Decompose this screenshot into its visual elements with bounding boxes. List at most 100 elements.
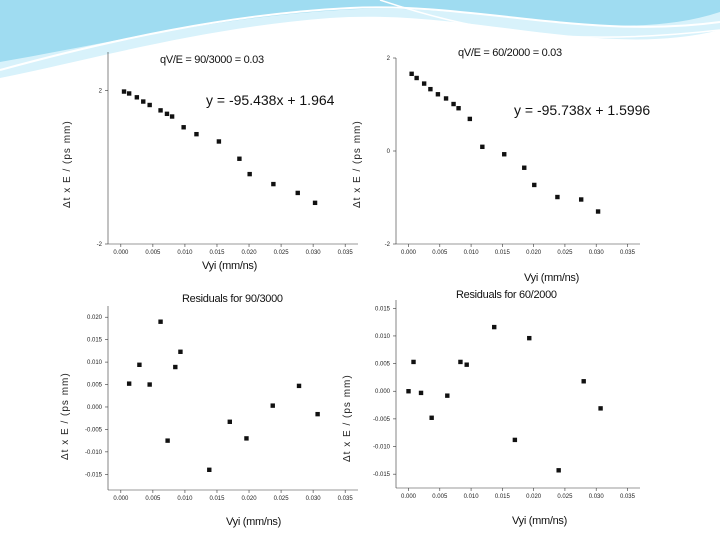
regression-equation: y = -95.738x + 1.5996 [514,102,651,118]
y-tick-label: 0.000 [87,405,103,411]
x-tick-label: 0.030 [589,250,605,256]
data-point [429,415,434,420]
data-point [522,165,527,170]
data-point [296,383,302,389]
data-point [451,101,456,107]
data-point [598,406,603,411]
y-tick-label: -0.005 [85,427,103,433]
x-tick-label: 0.000 [401,250,417,256]
x-tick-label: 0.010 [464,494,480,500]
x-tick-label: 0.030 [306,250,322,256]
chart-title: qV/E = 60/2000 = 0.03 [458,47,562,59]
x-tick-label: 0.025 [557,494,573,500]
x-tick-label: 0.035 [620,494,636,500]
x-axis-label: Vyi (mm/ns) [202,260,257,272]
x-axis-label: Vyi (mm/ns) [226,516,281,528]
data-point [458,359,463,365]
data-point [443,96,449,101]
x-tick-label: 0.020 [242,496,258,502]
data-point [556,468,561,473]
data-point [164,111,170,117]
x-tick-label: 0.010 [177,496,193,502]
data-point [147,102,152,108]
y-tick-label: -0.015 [373,472,391,478]
data-point [532,182,537,188]
x-tick-label: 0.035 [620,250,636,256]
data-point [555,194,560,200]
data-point [178,349,183,354]
data-point [578,197,584,202]
y-tick-label: -0.005 [373,417,391,423]
banner-wave-line-2 [379,0,720,38]
data-point [207,467,212,473]
data-point [428,86,433,92]
x-tick-label: 0.020 [242,250,258,256]
data-point [414,75,419,81]
x-tick-label: 0.010 [464,250,480,256]
y-tick-label: -2 [385,242,391,248]
y-tick-label: 0 [387,149,391,155]
data-point [435,92,441,97]
data-point [406,389,411,394]
x-tick-label: 0.015 [495,250,511,256]
data-point [121,89,127,94]
y-tick-label: 2 [387,56,391,62]
y-tick-label: -0.015 [85,472,103,478]
data-point [271,181,276,187]
y-tick-label: 0.015 [87,338,103,344]
data-point [421,81,427,86]
x-tick-label: 0.025 [557,250,573,256]
data-point [502,152,507,157]
chart-title: qV/E = 90/3000 = 0.03 [160,54,264,66]
data-point [227,419,232,424]
data-point [409,71,414,77]
x-axis-label: Vyi (mm/ns) [512,515,567,527]
data-point [134,95,140,100]
data-point [418,390,424,396]
data-point [456,106,461,111]
data-point [126,91,132,96]
banner-wave-mid [0,0,720,62]
y-tick-label: 0.000 [375,389,391,395]
data-point [512,437,518,443]
x-tick-label: 0.000 [113,496,129,502]
y-tick-label: 0.010 [87,360,103,366]
x-tick-label: 0.015 [209,250,225,256]
data-point [158,108,163,113]
data-point [467,116,473,122]
data-point [147,382,152,387]
x-tick-label: 0.030 [306,496,322,502]
y-tick-label: -0.010 [373,445,391,451]
data-point [581,379,586,384]
y-tick-label: -2 [97,242,103,248]
data-point [492,324,497,330]
data-point [595,209,601,214]
data-point [527,335,532,341]
data-point [173,364,178,370]
data-point [126,381,132,386]
y-tick-label: 0.010 [375,334,391,340]
data-point [216,139,222,144]
regression-equation: y = -95.438x + 1.964 [206,92,335,108]
data-point [141,99,146,104]
x-tick-label: 0.005 [432,250,448,256]
data-point [158,319,163,324]
x-tick-label: 0.030 [589,494,605,500]
data-point [270,403,275,408]
data-point [244,436,249,441]
data-point [411,359,416,365]
x-tick-label: 0.005 [432,494,448,500]
x-tick-label: 0.010 [177,250,193,256]
data-point [295,190,300,196]
x-tick-label: 0.035 [338,250,354,256]
data-point [194,131,199,137]
x-tick-label: 0.000 [401,494,417,500]
data-point [165,438,170,443]
data-point [237,156,242,161]
x-tick-label: 0.005 [145,496,161,502]
chart-title: Residuals for 60/2000 [456,289,557,301]
x-tick-label: 0.005 [145,250,161,256]
y-tick-label: 0.005 [87,383,103,389]
